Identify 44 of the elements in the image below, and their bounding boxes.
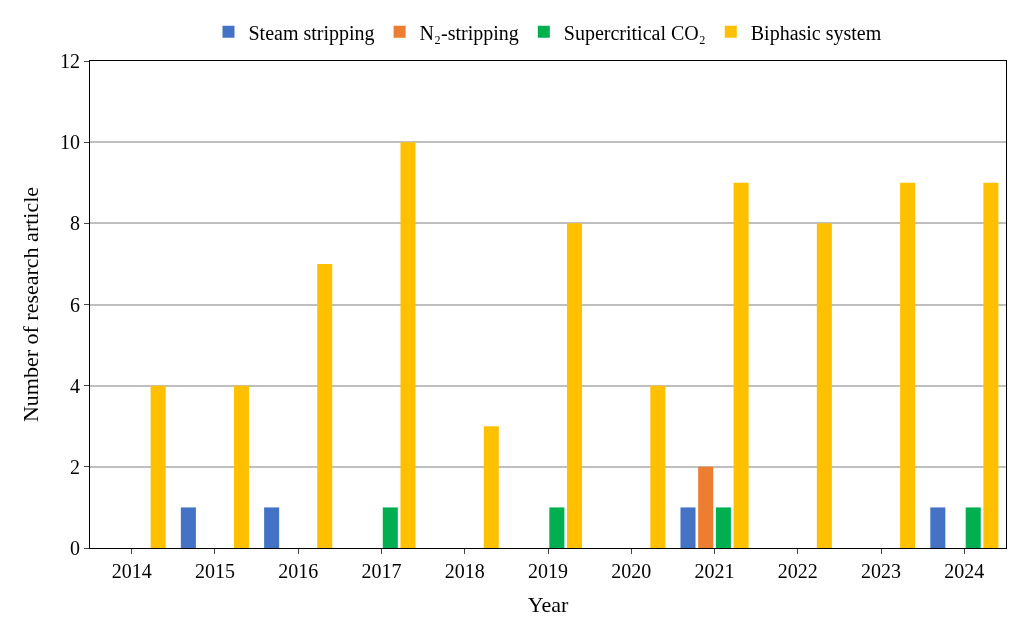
- y-tick-label: 12: [60, 50, 80, 72]
- bar: [715, 507, 731, 548]
- bar: [150, 385, 166, 548]
- y-tick-label: 10: [60, 131, 80, 154]
- bar: [650, 385, 666, 548]
- x-axis-title: Year: [527, 591, 569, 617]
- bar: [816, 223, 832, 548]
- bar: [900, 182, 916, 548]
- bar: [930, 507, 946, 548]
- x-tick-label: 2014: [111, 560, 152, 582]
- x-tick-label: 2016: [278, 560, 319, 582]
- legend-label: Biphasic system: [750, 21, 882, 45]
- x-tick-label: 2024: [944, 560, 985, 582]
- bar: [965, 507, 981, 548]
- bar: [400, 142, 416, 548]
- bar: [264, 507, 280, 548]
- legend-label: Steam stripping: [248, 21, 375, 45]
- x-tick-label: 2022: [777, 560, 818, 582]
- bar: [483, 426, 499, 548]
- y-tick-label: 6: [70, 293, 80, 316]
- bar: [733, 182, 749, 548]
- bar: [317, 263, 333, 548]
- bar: [180, 507, 196, 548]
- bar: [698, 466, 714, 548]
- y-tick-label: 0: [70, 537, 80, 559]
- bar: [382, 507, 398, 548]
- x-tick-label: 2015: [194, 560, 235, 582]
- x-tick-label: 2018: [444, 560, 485, 582]
- y-axis-title: Number of research article: [17, 186, 43, 423]
- bar: [567, 223, 583, 548]
- bar: [983, 182, 999, 548]
- y-tick-label: 8: [70, 212, 80, 235]
- legend-label: Supercritical CO₂: [563, 21, 706, 45]
- y-tick-label: 4: [70, 374, 80, 397]
- x-tick-label: 2017: [361, 560, 402, 582]
- x-tick-label: 2020: [611, 560, 652, 582]
- x-tick-label: 2019: [528, 560, 568, 582]
- legend-label: N₂-stripping: [419, 21, 519, 45]
- bar: [233, 385, 249, 548]
- bar: [680, 507, 696, 548]
- bar: [549, 507, 565, 548]
- x-tick-label: 2021: [694, 560, 735, 582]
- y-tick-label: 2: [70, 455, 80, 478]
- x-tick-label: 2023: [861, 560, 902, 582]
